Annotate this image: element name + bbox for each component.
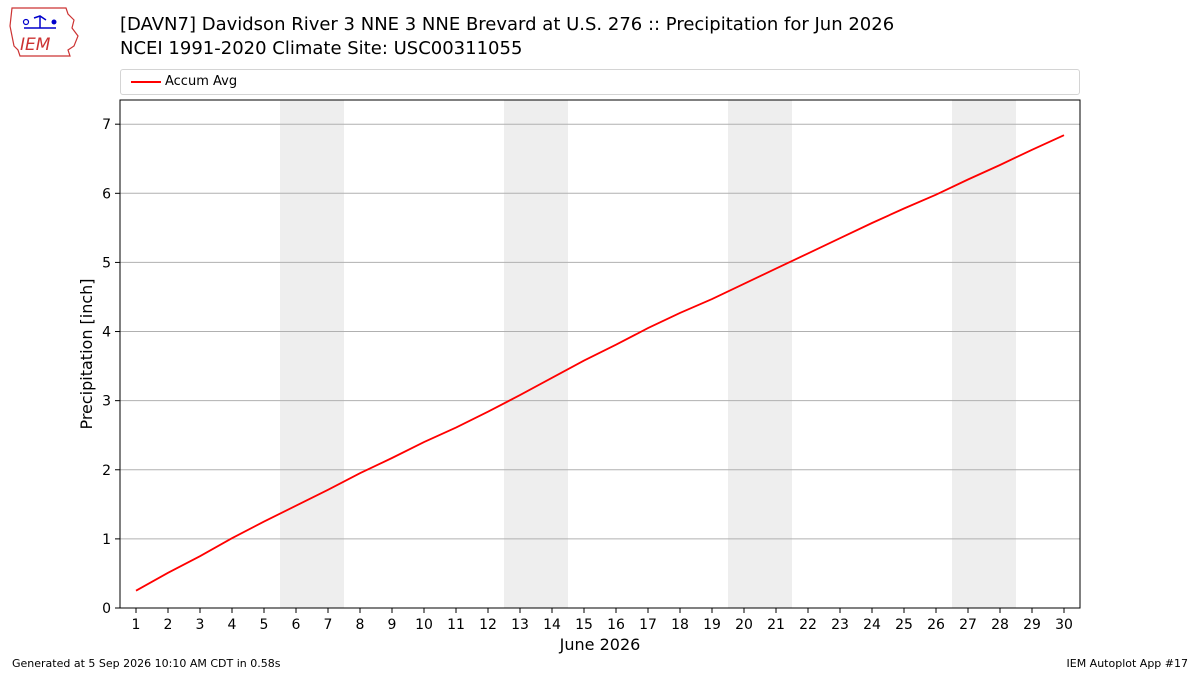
xtick-label-11: 11: [447, 617, 465, 633]
xtick-label-21: 21: [767, 617, 785, 633]
xtick-label-19: 19: [703, 617, 721, 633]
legend-label-accum-avg: Accum Avg: [165, 74, 238, 89]
title-line-2: NCEI 1991-2020 Climate Site: USC00311055: [120, 38, 523, 59]
xtick-label-29: 29: [1023, 617, 1041, 633]
legend: Accum Avg: [120, 69, 1080, 95]
xtick-label-2: 2: [164, 617, 173, 633]
xtick-label-28: 28: [991, 617, 1009, 633]
xtick-label-9: 9: [388, 617, 397, 633]
xtick-label-16: 16: [607, 617, 625, 633]
xtick-label-14: 14: [543, 617, 561, 633]
footer-app: IEM Autoplot App #17: [1066, 657, 1189, 670]
xtick-label-18: 18: [671, 617, 689, 633]
weekend-band-4: [952, 100, 1016, 608]
weekend-band-2: [504, 100, 568, 608]
chart-title: [DAVN7] Davidson River 3 NNE 3 NNE Breva…: [120, 13, 894, 61]
series-line-accum-avg: [135, 134, 1065, 592]
weekend-shading: [280, 100, 1016, 608]
ytick-label-3: 3: [102, 394, 111, 410]
ytick-label-6: 6: [102, 186, 111, 202]
xtick-label-8: 8: [356, 617, 365, 633]
xtick-label-10: 10: [415, 617, 433, 633]
ytick-label-7: 7: [102, 117, 111, 133]
iem-logo-icon: IEM: [9, 7, 79, 57]
weekend-band-3: [728, 100, 792, 608]
xtick-label-30: 30: [1055, 617, 1073, 633]
xtick-label-7: 7: [324, 617, 333, 633]
xtick-label-22: 22: [799, 617, 817, 633]
xtick-label-27: 27: [959, 617, 977, 633]
ytick-label-1: 1: [102, 532, 111, 548]
xtick-label-17: 17: [639, 617, 657, 633]
weekend-band-1: [280, 100, 344, 608]
xtick-label-12: 12: [479, 617, 497, 633]
y-axis-ticks: 0 1 2 3 4 5 6 7: [102, 117, 120, 617]
x-axis-ticks: 1 2 3 4 5 6 7 8 9 10 11 12 13 14 15 16 17 18 19 20 21 22 23 24 2…: [132, 608, 1073, 633]
y-axis-label: Precipitation [inch]: [77, 278, 96, 429]
xtick-label-25: 25: [895, 617, 913, 633]
xtick-label-1: 1: [132, 617, 141, 633]
x-axis-label: June 2026: [559, 635, 641, 654]
legend-swatch-accum-avg: [131, 81, 161, 83]
xtick-label-6: 6: [292, 617, 301, 633]
xtick-label-24: 24: [863, 617, 881, 633]
xtick-label-4: 4: [228, 617, 237, 633]
ytick-label-4: 4: [102, 325, 111, 341]
ytick-label-5: 5: [102, 255, 111, 271]
y-gridlines: [120, 123, 1080, 609]
logo-text: IEM: [20, 35, 51, 55]
xtick-label-23: 23: [831, 617, 849, 633]
title-line-1: [DAVN7] Davidson River 3 NNE 3 NNE Breva…: [120, 14, 895, 35]
xtick-label-15: 15: [575, 617, 593, 633]
ytick-label-0: 0: [102, 601, 111, 617]
xtick-label-3: 3: [196, 617, 205, 633]
xtick-label-20: 20: [735, 617, 753, 633]
xtick-label-13: 13: [511, 617, 529, 633]
ytick-label-2: 2: [102, 463, 111, 479]
footer-generated: Generated at 5 Sep 2026 10:10 AM CDT in …: [12, 657, 281, 670]
plot-frame: [119, 99, 1081, 609]
xtick-label-5: 5: [260, 617, 269, 633]
xtick-label-26: 26: [927, 617, 945, 633]
